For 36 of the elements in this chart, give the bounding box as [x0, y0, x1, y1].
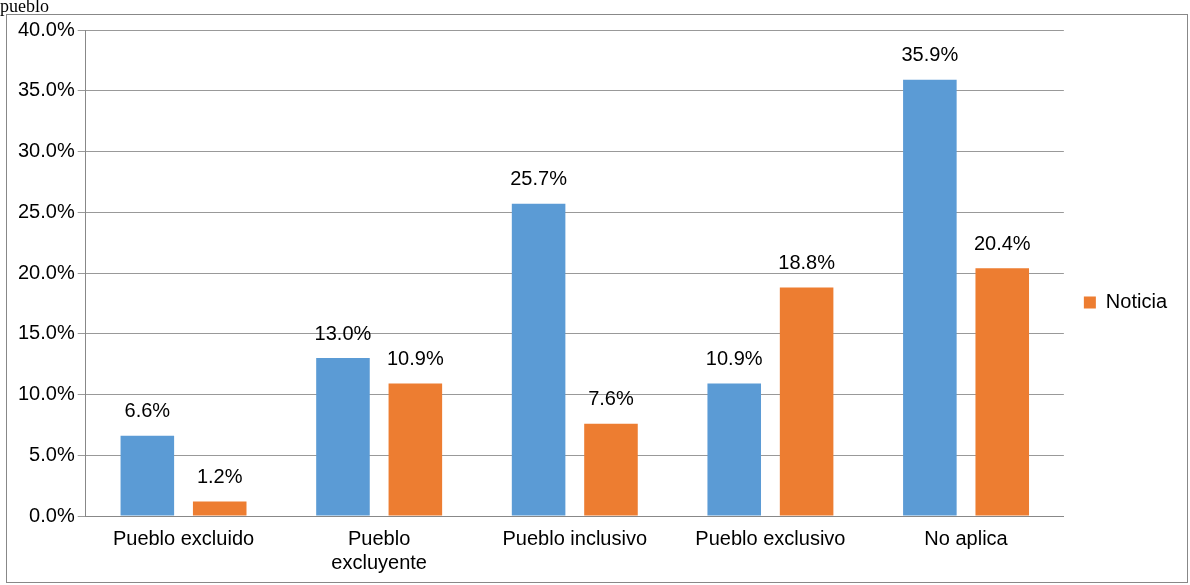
- y-tick-label: 20.0%: [17, 260, 75, 283]
- bar: [779, 287, 834, 516]
- bar: [192, 501, 247, 516]
- data-label: 13.0%: [314, 321, 372, 344]
- bar: [975, 268, 1030, 516]
- data-label: 25.7%: [510, 167, 568, 190]
- y-tick-label: 35.0%: [17, 78, 75, 101]
- data-label: 1.2%: [196, 464, 243, 487]
- bar: [120, 435, 175, 516]
- data-label: 10.9%: [386, 347, 444, 370]
- bar: [584, 423, 638, 516]
- y-tick-label: 15.0%: [17, 321, 75, 344]
- legend-label: Noticia: [1105, 290, 1168, 313]
- text: pueblo: [0, 0, 49, 16]
- x-tick-label: Pueblo inclusivo: [502, 526, 648, 549]
- bar: [511, 203, 566, 516]
- y-tick-label: 25.0%: [17, 199, 75, 222]
- data-label: 7.6%: [588, 387, 634, 410]
- x-tick-label: No aplica: [924, 526, 1009, 549]
- data-label: 10.9%: [705, 347, 763, 370]
- y-tick-label: 0.0%: [29, 503, 75, 526]
- data-label: 20.4%: [973, 231, 1031, 254]
- bar: [388, 383, 443, 516]
- x-tick-label: Pueblo excluyente: [331, 526, 427, 573]
- data-label: 35.9%: [901, 43, 959, 66]
- bar: [316, 358, 370, 516]
- bar: [903, 79, 957, 516]
- x-tick-label: Pueblo excluido: [112, 526, 255, 549]
- data-label: 6.6%: [124, 399, 171, 422]
- y-tick-label: 40.0%: [17, 17, 75, 40]
- y-tick-label: 10.0%: [17, 382, 75, 405]
- y-tick-label: 5.0%: [29, 442, 75, 465]
- y-tick-label: 30.0%: [17, 139, 75, 162]
- x-tick-label: Pueblo exclusivo: [695, 526, 846, 549]
- data-label: 18.8%: [778, 251, 836, 274]
- bar: [707, 383, 762, 516]
